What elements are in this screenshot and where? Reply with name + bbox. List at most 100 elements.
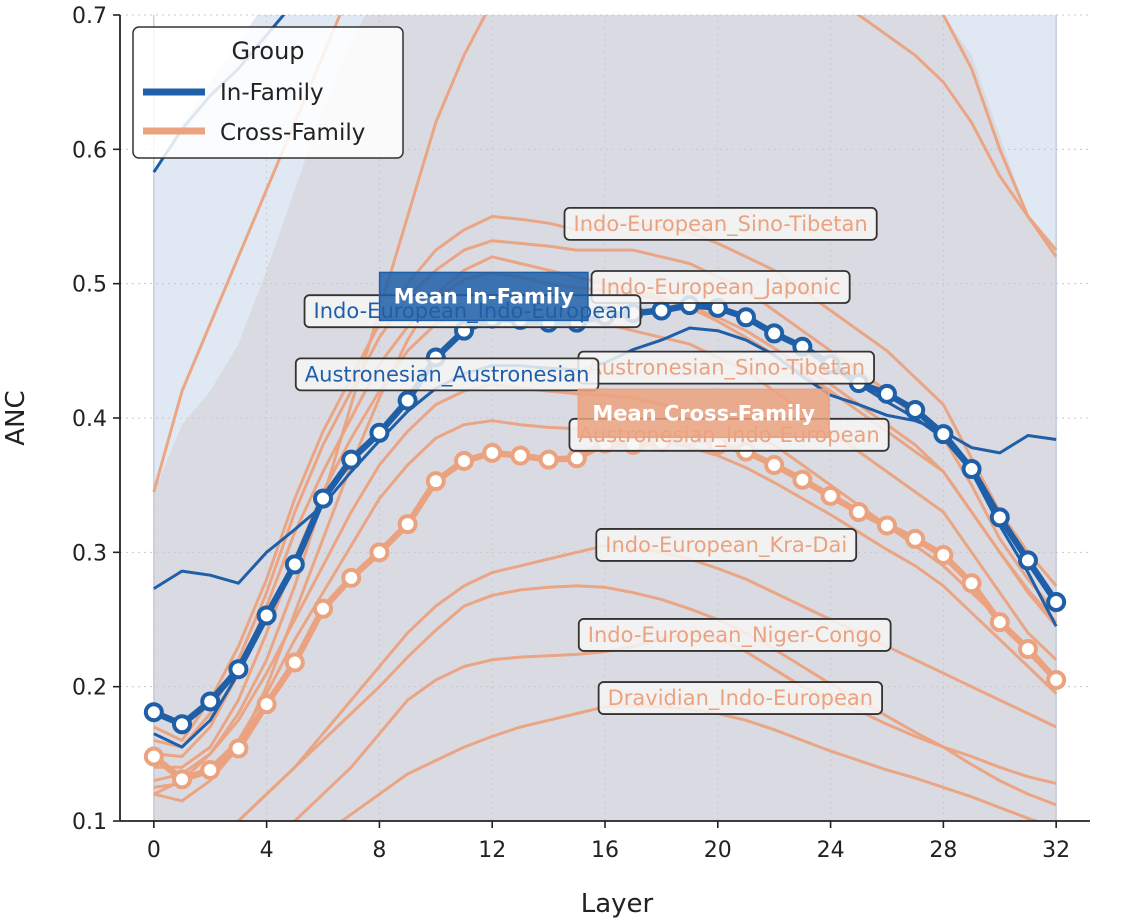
mean-point-cross-family-14 — [538, 449, 559, 470]
mean-point-cross-family-3 — [228, 738, 249, 759]
mean-point-cross-family-25 — [848, 502, 869, 523]
mean-point-in-family-29 — [961, 459, 982, 480]
annotation-box-Indo-European_Niger-Congo — [577, 618, 892, 652]
mean-point-in-family-28 — [933, 424, 954, 445]
mean-point-cross-family-11 — [454, 450, 475, 471]
mean-point-cross-family-23 — [792, 469, 813, 490]
annotation-box-Dravidian_Indo-European — [597, 681, 883, 715]
mean-label-box-Mean Cross-Family — [577, 388, 830, 439]
mean-point-in-family-0 — [143, 702, 164, 723]
mean-point-cross-family-9 — [397, 514, 418, 535]
mean-point-cross-family-31 — [1017, 639, 1038, 660]
y-tick-label-0.3: 0.3 — [72, 541, 107, 566]
mean-point-cross-family-24 — [820, 485, 841, 506]
mean-point-cross-family-32 — [1046, 669, 1067, 690]
series-line-Cross-Family_12 — [153, 15, 1058, 796]
mean-point-cross-family-4 — [256, 694, 277, 715]
legend-label-in-family: In-Family — [220, 80, 324, 106]
mean-point-in-family-31 — [1017, 550, 1038, 571]
mean-point-cross-family-6 — [313, 598, 334, 619]
annotation-label-Austronesian_Sino-Tibetan: Austronesian_Sino-Tibetan — [587, 356, 865, 381]
annotation-box-Austronesian_Austronesian — [294, 357, 600, 392]
mean-point-in-family-8 — [369, 422, 390, 443]
y-axis-label: ANC — [1, 390, 31, 445]
mean-point-cross-family-22 — [764, 455, 785, 476]
x-tick-label-12: 12 — [478, 838, 506, 863]
x-tick-label-20: 20 — [704, 838, 732, 863]
mean-point-in-family-4 — [256, 605, 277, 626]
mean-point-cross-family-28 — [933, 545, 954, 566]
series-annotations: Indo-European_Sino-Tibetan Indo-European_… — [294, 206, 892, 715]
annotation-box-Indo-European_Sino-Tibetan — [563, 206, 878, 241]
mean-point-in-family-5 — [284, 554, 305, 575]
annotation-box-Indo-European_Kra-Dai — [595, 528, 858, 562]
annotation-label-Indo-European_Kra-Dai: Indo-European_Kra-Dai — [605, 533, 847, 558]
annotation-box-Indo-European_Japonic — [590, 270, 851, 304]
mean-label-text-Mean Cross-Family: Mean Cross-Family — [592, 401, 815, 425]
mean-point-in-family-27 — [905, 399, 926, 420]
series-line-Cross-Family_10 — [236, 584, 1057, 821]
mean-point-in-family-21 — [735, 307, 756, 328]
x-tick-label-24: 24 — [817, 838, 845, 863]
mean-point-cross-family-26 — [876, 515, 897, 536]
annotation-Indo-European_Kra-Dai: Indo-European_Kra-Dai — [595, 528, 858, 562]
mean-point-in-family-22 — [764, 323, 785, 344]
mean-point-in-family-30 — [989, 507, 1010, 528]
mean-label-Mean Cross-Family: Mean Cross-Family — [577, 388, 830, 439]
mean-point-cross-family-8 — [369, 542, 390, 563]
legend-title: Group — [231, 37, 304, 65]
mean-point-in-family-1 — [172, 714, 193, 735]
mean-point-cross-family-30 — [989, 612, 1010, 633]
annotation-Indo-European_Japonic: Indo-European_Japonic — [590, 270, 851, 304]
x-tick-label-28: 28 — [929, 838, 957, 863]
mean-label-text-Mean In-Family: Mean In-Family — [394, 284, 575, 308]
mean-point-in-family-9 — [397, 390, 418, 411]
annotation-label-Indo-European_Sino-Tibetan: Indo-European_Sino-Tibetan — [574, 212, 868, 237]
y-tick-label-0.2: 0.2 — [72, 676, 107, 701]
annotation-label-Dravidian_Indo-European: Dravidian_Indo-European — [608, 686, 873, 711]
annotation-Indo-European_Sino-Tibetan: Indo-European_Sino-Tibetan — [563, 206, 878, 241]
legend-label-cross-family: Cross-Family — [220, 120, 365, 146]
mean-point-in-family-32 — [1046, 592, 1067, 613]
y-tick-label-0.4: 0.4 — [72, 407, 107, 432]
annotation-Austronesian_Austronesian: Austronesian_Austronesian — [294, 357, 600, 392]
mean-point-cross-family-7 — [341, 567, 362, 588]
x-tick-label-32: 32 — [1042, 838, 1070, 863]
x-tick-label-0: 0 — [147, 838, 161, 863]
annotation-label-Austronesian_Austronesian: Austronesian_Austronesian — [305, 362, 590, 387]
mean-point-cross-family-2 — [200, 759, 221, 780]
mean-point-cross-family-27 — [905, 528, 926, 549]
annotation-Indo-European_Niger-Congo: Indo-European_Niger-Congo — [577, 618, 892, 652]
mean-point-in-family-26 — [876, 383, 897, 404]
mean-point-cross-family-13 — [510, 445, 531, 466]
x-axis-label: Layer — [581, 889, 654, 919]
mean-label-box-Mean In-Family — [378, 271, 589, 322]
y-tick-label-0.1: 0.1 — [72, 810, 107, 835]
mean-point-cross-family-15 — [566, 448, 587, 469]
annotation-label-Indo-European_Niger-Congo: Indo-European_Niger-Congo — [588, 623, 882, 648]
mean-point-in-family-6 — [313, 488, 334, 509]
annotation-Dravidian_Indo-European: Dravidian_Indo-European — [597, 681, 883, 715]
mean-point-cross-family-0 — [143, 746, 164, 767]
y-tick-label-0.5: 0.5 — [72, 273, 107, 298]
axes: 0 4 8 12 16 20 24 28 32 0.1 0.2 0.3 0.4 0.5 0.6 0.7 — [72, 4, 1090, 863]
x-tick-label-8: 8 — [372, 838, 386, 863]
mean-point-cross-family-29 — [961, 573, 982, 594]
mean-point-cross-family-10 — [425, 471, 446, 492]
legend: Group In-Family Cross-Family — [132, 26, 404, 159]
mean-point-in-family-18 — [651, 300, 672, 321]
y-tick-label-0.7: 0.7 — [72, 4, 107, 29]
annotation-Austronesian_Sino-Tibetan: Austronesian_Sino-Tibetan — [577, 350, 875, 385]
y-tick-label-0.6: 0.6 — [72, 138, 107, 163]
mean-point-in-family-2 — [200, 691, 221, 712]
mean-point-cross-family-1 — [172, 769, 193, 790]
legend-box — [132, 26, 404, 159]
mean-point-in-family-7 — [341, 449, 362, 470]
mean-point-cross-family-12 — [482, 442, 503, 463]
x-tick-label-16: 16 — [591, 838, 619, 863]
x-tick-label-4: 4 — [260, 838, 274, 863]
mean-point-in-family-3 — [228, 659, 249, 680]
mean-label-Mean In-Family: Mean In-Family — [378, 271, 589, 322]
annotation-label-Indo-European_Japonic: Indo-European_Japonic — [601, 275, 841, 300]
